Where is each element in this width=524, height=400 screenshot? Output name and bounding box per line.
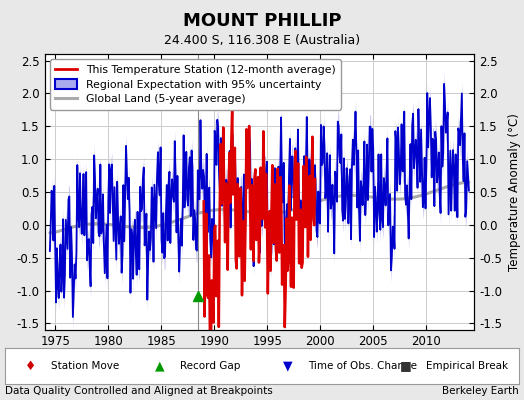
Text: Time of Obs. Change: Time of Obs. Change	[308, 361, 417, 371]
Text: ▲: ▲	[155, 360, 164, 372]
Y-axis label: Temperature Anomaly (°C): Temperature Anomaly (°C)	[508, 113, 521, 271]
Text: ♦: ♦	[25, 360, 37, 372]
Text: ▼: ▼	[283, 360, 292, 372]
Text: Record Gap: Record Gap	[180, 361, 240, 371]
Text: ■: ■	[400, 360, 412, 372]
Text: MOUNT PHILLIP: MOUNT PHILLIP	[183, 12, 341, 30]
Text: Berkeley Earth: Berkeley Earth	[442, 386, 519, 396]
Legend: This Temperature Station (12-month average), Regional Expectation with 95% uncer: This Temperature Station (12-month avera…	[50, 60, 341, 110]
Text: 24.400 S, 116.308 E (Australia): 24.400 S, 116.308 E (Australia)	[164, 34, 360, 47]
Text: Station Move: Station Move	[51, 361, 119, 371]
Text: Data Quality Controlled and Aligned at Breakpoints: Data Quality Controlled and Aligned at B…	[5, 386, 273, 396]
Text: Empirical Break: Empirical Break	[427, 361, 508, 371]
